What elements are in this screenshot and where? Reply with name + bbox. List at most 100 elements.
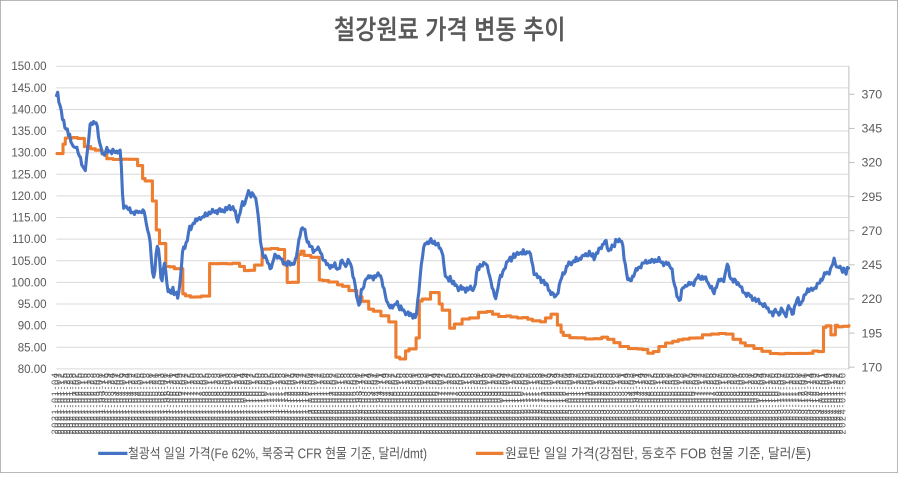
svg-text:2022-08-31: 2022-08-31 (475, 373, 485, 434)
svg-text:2022-01-17: 2022-01-17 (316, 373, 326, 434)
svg-text:2023-12-27: 2023-12-27 (814, 373, 824, 434)
svg-text:2022-10-20: 2022-10-20 (510, 373, 520, 434)
svg-text:2023-09-05: 2023-09-05 (734, 373, 744, 434)
svg-text:2023-08-07: 2023-08-07 (714, 373, 724, 434)
svg-text:2023-01-17: 2023-01-17 (572, 373, 582, 434)
svg-text:2023-05-18: 2023-05-18 (658, 373, 668, 434)
svg-text:2023-07-28: 2023-07-28 (708, 373, 718, 434)
svg-text:2022-10-12: 2022-10-12 (504, 373, 514, 434)
svg-text:2021-03-03: 2021-03-03 (91, 373, 101, 434)
svg-text:2022-06-24: 2022-06-24 (428, 373, 438, 434)
svg-text:2023-12-19: 2023-12-19 (808, 373, 818, 434)
svg-text:2023-02-02: 2023-02-02 (584, 373, 594, 434)
svg-text:2023-05-05: 2023-05-05 (649, 373, 659, 434)
svg-text:2022-05-05: 2022-05-05 (392, 373, 402, 434)
svg-text:2021-10-12: 2021-10-12 (248, 373, 258, 434)
svg-text:2022-03-21: 2022-03-21 (360, 373, 370, 434)
svg-text:2024-01-04: 2024-01-04 (820, 373, 830, 434)
svg-text:320: 320 (862, 156, 883, 170)
svg-text:2021-04-22: 2021-04-22 (127, 373, 137, 434)
svg-text:2023-01-25: 2023-01-25 (578, 373, 588, 434)
svg-text:2023-08-28: 2023-08-28 (729, 373, 739, 434)
svg-text:2022-08-05: 2022-08-05 (457, 373, 467, 434)
svg-text:2024-01-30: 2024-01-30 (838, 373, 848, 434)
svg-text:130.00: 130.00 (11, 148, 46, 160)
svg-text:2021-01-12: 2021-01-12 (56, 373, 66, 434)
svg-text:2023-05-26: 2023-05-26 (664, 373, 674, 434)
svg-text:2021-03-19: 2021-03-19 (103, 373, 113, 434)
svg-text:2024-01-17: 2024-01-17 (829, 373, 839, 434)
svg-text:2023-07-07: 2023-07-07 (693, 373, 703, 434)
svg-text:2021-10-20: 2021-10-20 (254, 373, 264, 434)
svg-text:2021-09-13: 2021-09-13 (227, 373, 237, 434)
svg-text:2023-07-12: 2023-07-12 (696, 373, 706, 434)
svg-text:2022-08-02: 2022-08-02 (454, 373, 464, 434)
svg-text:2022-12-27: 2022-12-27 (557, 373, 567, 434)
svg-text:2023-02-28: 2023-02-28 (602, 373, 612, 434)
svg-text:2022-04-19: 2022-04-19 (380, 373, 390, 434)
svg-text:2021-03-29: 2021-03-29 (109, 373, 119, 434)
svg-text:2022-10-28: 2022-10-28 (516, 373, 526, 434)
svg-text:2023-06-05: 2023-06-05 (670, 373, 680, 434)
svg-text:2022-07-20: 2022-07-20 (445, 373, 455, 434)
svg-text:2022-12-30: 2022-12-30 (560, 373, 570, 434)
svg-text:2023-09-21: 2023-09-21 (746, 373, 756, 434)
svg-text:2023-10-12: 2023-10-12 (761, 373, 771, 434)
svg-text:2023-07-04: 2023-07-04 (690, 373, 700, 434)
svg-text:2023-10-20: 2023-10-20 (767, 373, 777, 434)
svg-text:2022-09-16: 2022-09-16 (487, 373, 497, 434)
svg-text:110.00: 110.00 (12, 234, 46, 246)
svg-text:2023-09-29: 2023-09-29 (752, 373, 762, 434)
svg-text:2023-02-10: 2023-02-10 (590, 373, 600, 434)
svg-text:2021-01-15: 2021-01-15 (59, 373, 69, 434)
svg-text:2022-09-21: 2022-09-21 (490, 373, 500, 434)
svg-text:2022-05-31: 2022-05-31 (410, 373, 420, 434)
svg-text:2022-03-16: 2022-03-16 (357, 373, 367, 434)
svg-text:2022-08-18: 2022-08-18 (466, 373, 476, 434)
svg-text:2023-01-09: 2023-01-09 (566, 373, 576, 434)
svg-text:2022-01-20: 2022-01-20 (318, 373, 328, 434)
svg-text:2023-01-04: 2023-01-04 (563, 373, 573, 434)
svg-text:2021-06-24: 2021-06-24 (171, 373, 181, 434)
svg-text:2023-10-09: 2023-10-09 (758, 373, 768, 434)
svg-text:2021-05-26: 2021-05-26 (150, 373, 160, 434)
svg-text:2023-06-13: 2023-06-13 (675, 373, 685, 434)
svg-text:2021-05-31: 2021-05-31 (153, 373, 163, 434)
svg-text:2022-07-04: 2022-07-04 (434, 373, 444, 434)
svg-text:2022-07-25: 2022-07-25 (448, 373, 458, 434)
svg-text:2021-06-08: 2021-06-08 (159, 373, 169, 434)
svg-text:2023-02-20: 2023-02-20 (596, 373, 606, 434)
svg-text:2021-06-21: 2021-06-21 (168, 373, 178, 434)
svg-text:2021-12-09: 2021-12-09 (289, 373, 299, 434)
svg-text:2021-03-16: 2021-03-16 (100, 373, 110, 434)
svg-text:2023-06-29: 2023-06-29 (687, 373, 697, 434)
svg-text:2021-12-01: 2021-12-01 (283, 373, 293, 434)
svg-text:2023-03-08: 2023-03-08 (608, 373, 618, 434)
svg-text:2021-01-25: 2021-01-25 (65, 373, 75, 434)
svg-text:2021-09-29: 2021-09-29 (239, 373, 249, 434)
svg-text:2021-02-15: 2021-02-15 (80, 373, 90, 434)
svg-text:2023-09-13: 2023-09-13 (740, 373, 750, 434)
svg-text:2022-10-07: 2022-10-07 (501, 373, 511, 434)
svg-text:2023-09-08: 2023-09-08 (737, 373, 747, 434)
svg-text:2023-08-31: 2023-08-31 (732, 373, 742, 434)
svg-text:2023-06-26: 2023-06-26 (684, 373, 694, 434)
svg-text:2021-08-05: 2021-08-05 (200, 373, 210, 434)
svg-text:2021-12-06: 2021-12-06 (286, 373, 296, 434)
svg-text:245: 245 (862, 258, 883, 272)
svg-text:270: 270 (862, 224, 883, 238)
svg-text:100.00: 100.00 (11, 277, 46, 289)
svg-text:2023-07-17: 2023-07-17 (699, 373, 709, 434)
svg-text:2023-01-30: 2023-01-30 (581, 373, 591, 434)
svg-text:2022-12-01: 2022-12-01 (540, 373, 550, 434)
svg-text:2023-04-24: 2023-04-24 (640, 373, 650, 434)
svg-text:2023-03-16: 2023-03-16 (614, 373, 624, 434)
svg-text:2023-07-20: 2023-07-20 (702, 373, 712, 434)
svg-text:2021-06-16: 2021-06-16 (165, 373, 175, 434)
svg-text:2023-12-06: 2023-12-06 (799, 373, 809, 434)
svg-text:2022-09-08: 2022-09-08 (481, 373, 491, 434)
svg-text:2022-01-12: 2022-01-12 (313, 373, 323, 434)
svg-text:2023-05-02: 2023-05-02 (646, 373, 656, 434)
svg-text:2022-02-23: 2022-02-23 (342, 373, 352, 434)
svg-text:2022-02-18: 2022-02-18 (339, 373, 349, 434)
